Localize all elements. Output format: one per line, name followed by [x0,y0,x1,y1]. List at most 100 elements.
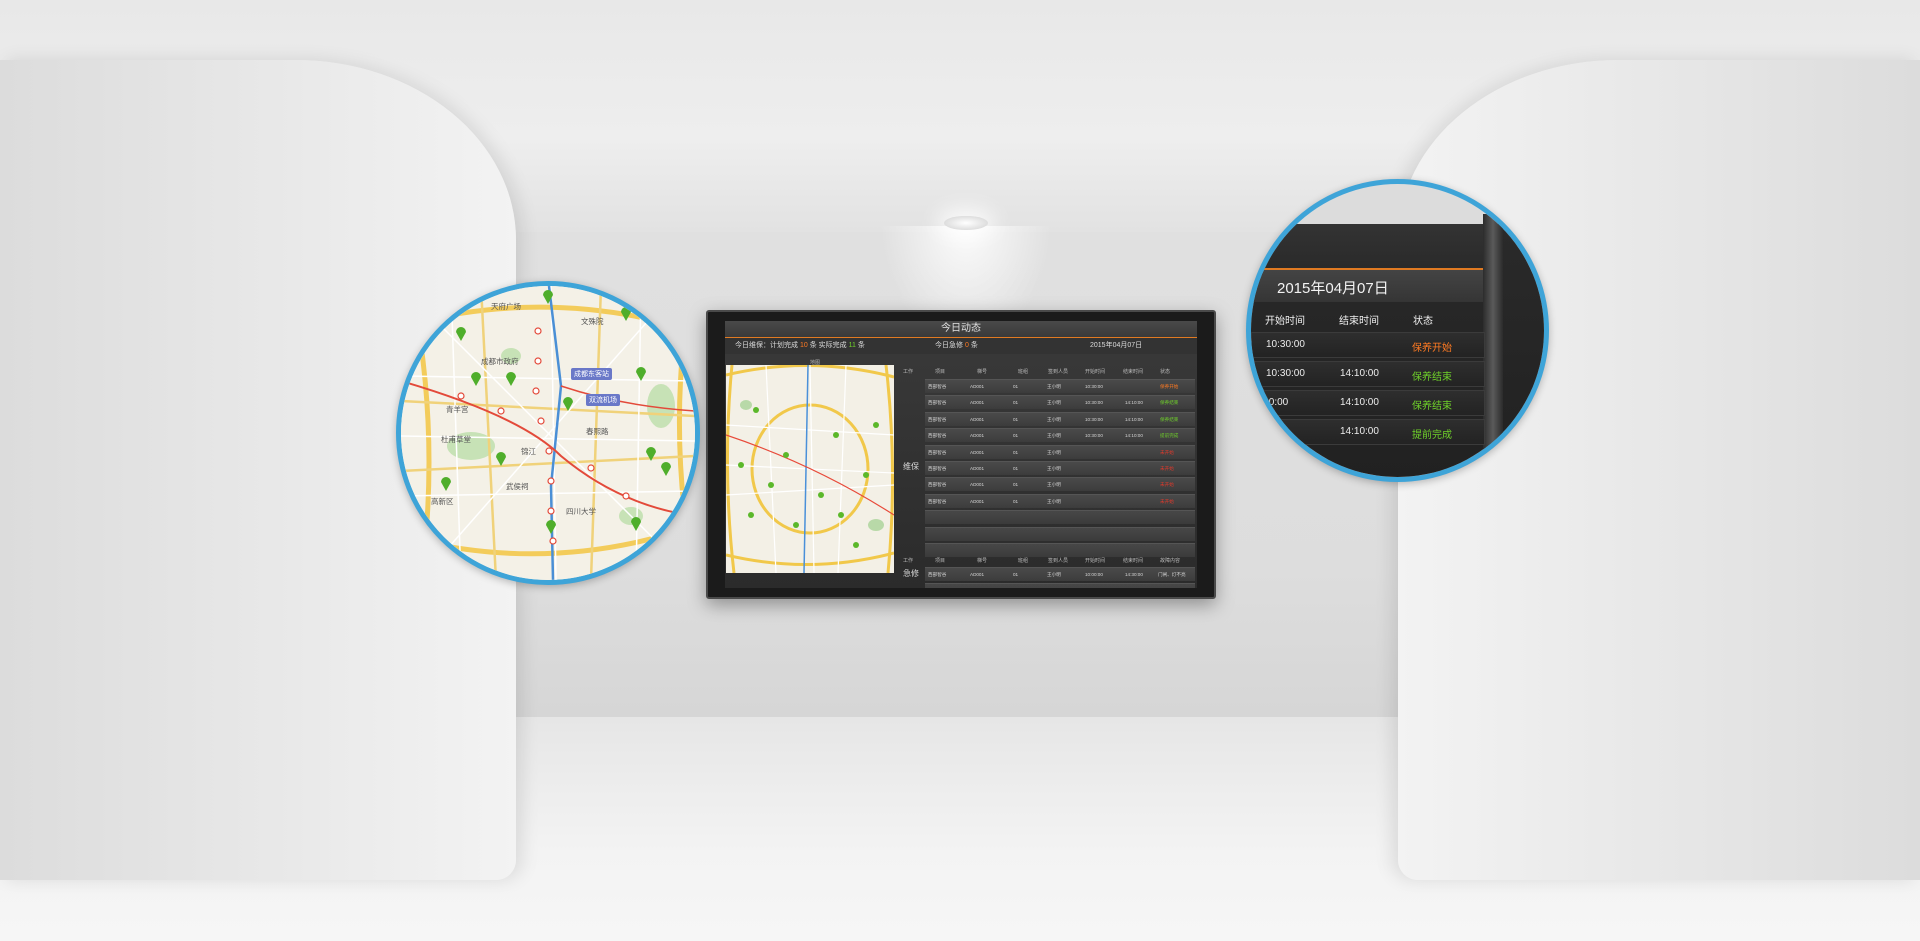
cell-project: 西部智谷 [928,450,946,456]
map-badge: 双流机场 [586,394,620,406]
table-row[interactable]: 西部智谷 AD001 01 王小明 10:00:00 14:30:00 门闸、灯… [925,567,1195,581]
table-row-empty [925,527,1195,541]
zoom-date-bar: 2015年04月07日 [1251,270,1483,302]
table-row[interactable]: 西部智谷 AD001 01 王小明 未开始 [925,477,1195,491]
zoom-cell-end: 14:10:00 [1340,426,1379,437]
dashboard-screen: 今日动态 今日维保：计划完成 10 条 实际完成 11 条 今日急修 0 条 2… [725,321,1197,588]
display-monitor: 今日动态 今日维保：计划完成 10 条 实际完成 11 条 今日急修 0 条 2… [706,310,1216,599]
cell-team: 01 [1013,433,1018,438]
zoom-cell-start: :0:00 [1266,397,1288,408]
cell-end: 14:10:00 [1125,433,1143,438]
cell-person: 王小明 [1047,499,1061,505]
map-thumbnail[interactable] [726,365,894,573]
repair-column-header: 项目 [935,557,945,564]
cell-project: 西部智谷 [928,482,946,488]
repair-column-header: 开始时间 [1085,557,1105,564]
zoom-table-row[interactable]: 10:30:00 14:10:00 保养结束 [1251,361,1485,387]
map-label: 高新区 [431,496,454,507]
repair-summary: 今日急修 0 条 [935,338,978,354]
map-label: 青羊宫 [446,404,469,415]
cell-lift: AD001 [970,433,984,438]
column-header: 梯号 [977,368,987,375]
cell-person: 王小明 [1047,450,1061,456]
table-row[interactable]: 西部智谷 AD001 01 王小明 未开始 [925,494,1195,508]
cell-person: 王小明 [1047,384,1061,390]
cell-lift: AD001 [970,482,984,487]
table-row-empty [925,583,1195,588]
cell-project: 西部智谷 [928,433,946,439]
repair-column-header: 梯号 [977,557,987,564]
column-header: 开始时间 [1085,368,1105,375]
cell-person: 王小明 [1047,433,1061,439]
cell-start: 10:30:00 [1085,417,1103,422]
table-row[interactable]: 西部智谷 AD001 01 王小明 未开始 [925,461,1195,475]
column-header: 项目 [935,368,945,375]
repair-column-header: 签到人员 [1048,557,1068,564]
cell-team: 01 [1013,400,1018,405]
ceiling-lamp [944,216,988,230]
cell-lift: AD001 [970,417,984,422]
repair-column-header: 结束时间 [1123,557,1143,564]
cell-status: 未开始 [1160,499,1174,505]
table-row[interactable]: 西部智谷 AD001 01 王小明 未开始 [925,445,1195,459]
cell-start: 10:30:00 [1085,433,1103,438]
zoom-monitor-edge [1483,214,1503,482]
zoom-cell-end: 14:10:00 [1340,397,1379,408]
zoom-cell-end: 14:10:00 [1340,368,1379,379]
cell-person: 王小明 [1047,417,1061,423]
cell-project: 西部智谷 [928,499,946,505]
cell-status: 未开始 [1160,466,1174,472]
dashboard-title: 今日动态 [725,321,1197,338]
cell-team: 01 [1013,499,1018,504]
table-row[interactable]: 西部智谷 AD001 01 王小明 10:30:00 14:10:00 提前完成 [925,428,1195,442]
map-label: 杜甫草堂 [441,434,471,445]
cell-team: 01 [1013,450,1018,455]
zoom-cell-status: 保养结束 [1412,368,1452,383]
cell-status: 未开始 [1160,482,1174,488]
map-label: 四川大学 [566,506,596,517]
table-row-empty [925,543,1195,557]
cell-lift: AD001 [970,499,984,504]
repair-column-header: 班组 [1018,557,1028,564]
cell-end: 14:10:00 [1125,400,1143,405]
cell-team: 01 [1013,466,1018,471]
table-row[interactable]: 西部智谷 AD001 01 王小明 10:30:00 14:10:00 保养结束 [925,395,1195,409]
zoom-cell-status: 提前完成 [1412,426,1452,441]
cell-end: 14:10:00 [1125,417,1143,422]
cell-person: 王小明 [1047,466,1061,472]
table-row-empty [925,510,1195,524]
cell-lift: AD001 [970,466,984,471]
cell-project: 西部智谷 [928,400,946,406]
zoom-header-start: 开始时间 [1265,312,1305,327]
zoom-cell-status: 保养开始 [1412,339,1452,354]
repair-column-header: 故障内容 [1160,557,1180,564]
summary-date: 2015年04月07日 [1090,338,1142,354]
cell-team: 01 [1013,482,1018,487]
table-row[interactable]: 西部智谷 AD001 01 王小明 10:30:00 保养开始 [925,379,1195,393]
cell-status: 保养结束 [1160,417,1178,423]
cell-project: 西部智谷 [928,466,946,472]
column-header: 工作 [903,368,913,375]
cell-person: 王小明 [1047,482,1061,488]
section-maintenance-label: 维保 [903,461,919,472]
maintenance-table: 西部智谷 AD001 01 王小明 10:30:00 保养开始 西部智谷 AD001 01 王小明… [925,379,1195,559]
cell-person: 王小明 [1047,400,1061,406]
column-header: 结束时间 [1123,368,1143,375]
summary-bar: 今日维保：计划完成 10 条 实际完成 11 条 今日急修 0 条 2015年0… [725,338,1197,354]
cell-lift: AD001 [970,400,984,405]
map-label: 武侯祠 [506,481,529,492]
cell-team: 01 [1013,384,1018,389]
zoom-table-row[interactable]: 14:10:00 提前完成 [1251,419,1485,445]
zoom-table-row[interactable]: :0:00 14:10:00 保养结束 [1251,390,1485,416]
zoom-table-row[interactable]: 10:30:00 保养开始 [1251,332,1485,358]
map-label: 春熙路 [586,426,609,437]
zoom-cell-start: 10:30:00 [1266,339,1305,350]
map-zoom-circle: 青羊宫 成都市政府 高新区 四川大学 天府广场 春熙路 锦江 武侯祠 文殊院 杜… [396,281,700,585]
zoom-cell-start: 10:30:00 [1266,368,1305,379]
map-label: 文殊院 [581,316,604,327]
zoom-cell-status: 保养结束 [1412,397,1452,412]
map-badge: 成都东客站 [571,368,612,380]
cell-status: 保养结束 [1160,400,1178,406]
map-label: 锦江 [521,446,536,457]
table-row[interactable]: 西部智谷 AD001 01 王小明 10:30:00 14:10:00 保养结束 [925,412,1195,426]
